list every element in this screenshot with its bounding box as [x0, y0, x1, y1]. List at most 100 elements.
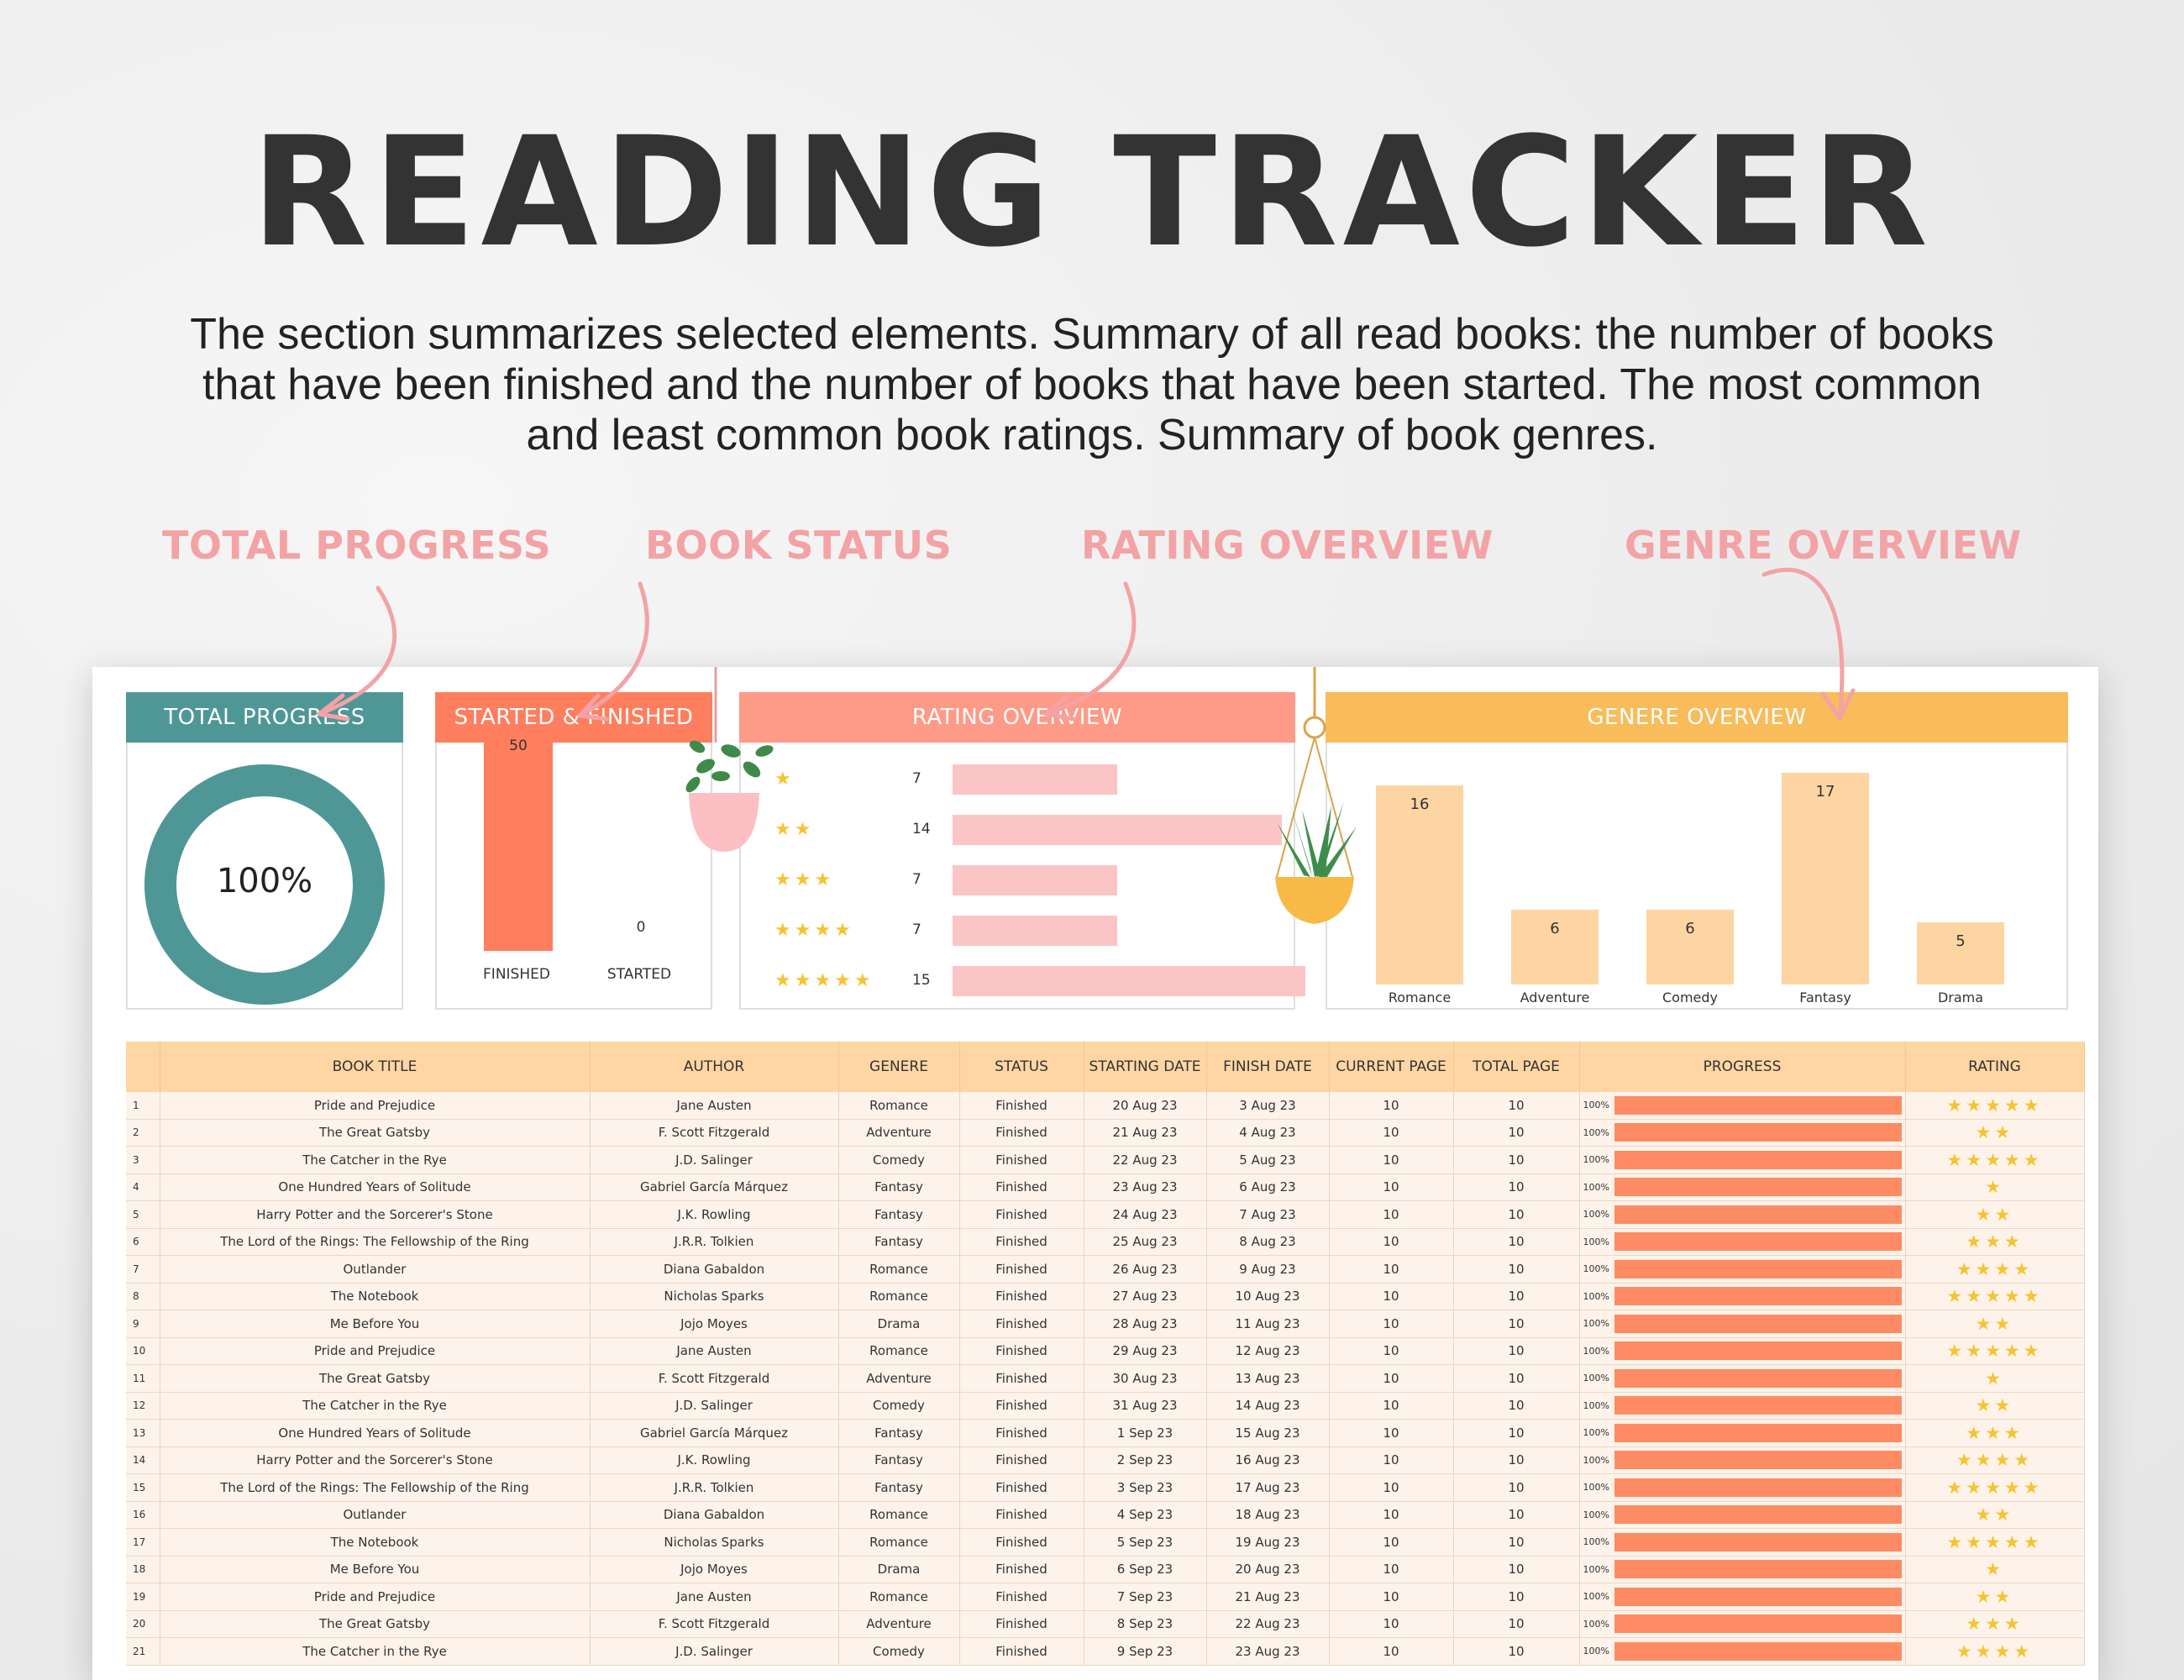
status-cell[interactable]: Finished — [959, 1446, 1084, 1474]
table-row[interactable]: 11 The Great Gatsby F. Scott Fitzgerald Adv… — [126, 1364, 2085, 1393]
status-cell[interactable]: Finished — [959, 1501, 1084, 1529]
current-page-cell[interactable]: 10 — [1329, 1528, 1454, 1557]
author-cell[interactable]: Nicholas Sparks — [590, 1283, 839, 1310]
author-cell[interactable]: Gabriel García Márquez — [590, 1419, 839, 1447]
current-page-cell[interactable]: 10 — [1329, 1392, 1454, 1420]
genre-cell[interactable]: Romance — [838, 1255, 960, 1284]
finish-date-cell[interactable]: 14 Aug 23 — [1206, 1392, 1330, 1420]
author-cell[interactable]: F. Scott Fitzgerald — [590, 1364, 839, 1393]
table-row[interactable]: 17 The Notebook Nicholas Sparks Romance Fini… — [126, 1528, 2085, 1557]
genre-cell[interactable]: Comedy — [838, 1392, 960, 1420]
current-page-cell[interactable]: 10 — [1329, 1337, 1454, 1365]
total-page-cell[interactable]: 10 — [1453, 1337, 1580, 1365]
finish-date-cell[interactable]: 19 Aug 23 — [1206, 1528, 1330, 1557]
status-cell[interactable]: Finished — [959, 1283, 1084, 1310]
genre-cell[interactable]: Romance — [838, 1092, 960, 1120]
start-date-cell[interactable]: 5 Sep 23 — [1084, 1528, 1207, 1557]
book-title-cell[interactable]: The Catcher in the Rye — [160, 1637, 591, 1666]
rating-cell[interactable]: ★★★★ — [1905, 1446, 2085, 1474]
status-cell[interactable]: Finished — [959, 1364, 1084, 1393]
status-cell[interactable]: Finished — [959, 1392, 1084, 1420]
table-row[interactable]: 7 Outlander Diana Gabaldon Romance Finished 2… — [126, 1255, 2085, 1284]
table-row[interactable]: 19 Pride and Prejudice Jane Austen Romance F… — [126, 1583, 2085, 1611]
table-row[interactable]: 1 Pride and Prejudice Jane Austen Romance Fi… — [126, 1092, 2085, 1120]
table-row[interactable]: 2 The Great Gatsby F. Scott Fitzgerald Adve… — [126, 1119, 2085, 1147]
status-cell[interactable]: Finished — [959, 1092, 1084, 1120]
author-cell[interactable]: J.R.R. Tolkien — [590, 1228, 839, 1256]
start-date-cell[interactable]: 29 Aug 23 — [1084, 1337, 1207, 1365]
genre-cell[interactable]: Fantasy — [838, 1228, 960, 1256]
total-page-cell[interactable]: 10 — [1453, 1146, 1580, 1174]
total-page-cell[interactable]: 10 — [1453, 1610, 1580, 1638]
author-cell[interactable]: J.K. Rowling — [590, 1200, 839, 1229]
rating-cell[interactable]: ★★ — [1905, 1392, 2085, 1420]
current-page-cell[interactable]: 10 — [1329, 1473, 1454, 1502]
author-cell[interactable]: Jane Austen — [590, 1337, 839, 1365]
finish-date-cell[interactable]: 6 Aug 23 — [1206, 1173, 1330, 1201]
status-cell[interactable]: Finished — [959, 1473, 1084, 1502]
genre-cell[interactable]: Comedy — [838, 1146, 960, 1174]
genre-cell[interactable]: Fantasy — [838, 1473, 960, 1502]
status-cell[interactable]: Finished — [959, 1556, 1084, 1583]
current-page-cell[interactable]: 10 — [1329, 1092, 1454, 1120]
total-page-cell[interactable]: 10 — [1453, 1364, 1580, 1393]
book-title-cell[interactable]: The Notebook — [160, 1283, 591, 1310]
table-row[interactable]: 12 The Catcher in the Rye J.D. Salinger Com… — [126, 1392, 2085, 1420]
table-row[interactable]: 5 Harry Potter and the Sorcerer's Stone J.… — [126, 1200, 2085, 1229]
column-header[interactable] — [126, 1042, 160, 1092]
column-header[interactable]: CURRENT PAGE — [1329, 1042, 1454, 1092]
table-row[interactable]: 18 Me Before You Jojo Moyes Drama Finished 6 … — [126, 1556, 2085, 1583]
status-cell[interactable]: Finished — [959, 1337, 1084, 1365]
finish-date-cell[interactable]: 18 Aug 23 — [1206, 1501, 1330, 1529]
genre-cell[interactable]: Romance — [838, 1501, 960, 1529]
current-page-cell[interactable]: 10 — [1329, 1146, 1454, 1174]
current-page-cell[interactable]: 10 — [1329, 1283, 1454, 1310]
current-page-cell[interactable]: 10 — [1329, 1173, 1454, 1201]
column-header[interactable]: AUTHOR — [590, 1042, 839, 1092]
status-cell[interactable]: Finished — [959, 1200, 1084, 1229]
author-cell[interactable]: Gabriel García Márquez — [590, 1173, 839, 1201]
status-cell[interactable]: Finished — [959, 1310, 1084, 1338]
current-page-cell[interactable]: 10 — [1329, 1556, 1454, 1583]
book-title-cell[interactable]: Outlander — [160, 1255, 591, 1284]
genre-cell[interactable]: Fantasy — [838, 1419, 960, 1447]
total-page-cell[interactable]: 10 — [1453, 1173, 1580, 1201]
finish-date-cell[interactable]: 10 Aug 23 — [1206, 1283, 1330, 1310]
finish-date-cell[interactable]: 20 Aug 23 — [1206, 1556, 1330, 1583]
book-title-cell[interactable]: The Great Gatsby — [160, 1364, 591, 1393]
genre-cell[interactable]: Adventure — [838, 1119, 960, 1147]
rating-cell[interactable]: ★★★ — [1905, 1610, 2085, 1638]
author-cell[interactable]: Jane Austen — [590, 1092, 839, 1120]
current-page-cell[interactable]: 10 — [1329, 1583, 1454, 1611]
genre-cell[interactable]: Fantasy — [838, 1200, 960, 1229]
genre-cell[interactable]: Romance — [838, 1337, 960, 1365]
table-row[interactable]: 15 The Lord of the Rings: The Fellowship … — [126, 1473, 2085, 1502]
total-page-cell[interactable]: 10 — [1453, 1446, 1580, 1474]
finish-date-cell[interactable]: 21 Aug 23 — [1206, 1583, 1330, 1611]
rating-cell[interactable]: ★★★★ — [1905, 1637, 2085, 1666]
table-row[interactable]: 13 One Hundred Years of Solitude Gabriel G… — [126, 1419, 2085, 1447]
author-cell[interactable]: J.R.R. Tolkien — [590, 1473, 839, 1502]
total-page-cell[interactable]: 10 — [1453, 1092, 1580, 1120]
rating-cell[interactable]: ★★★★★ — [1905, 1092, 2085, 1120]
author-cell[interactable]: Jane Austen — [590, 1583, 839, 1611]
status-cell[interactable]: Finished — [959, 1419, 1084, 1447]
start-date-cell[interactable]: 2 Sep 23 — [1084, 1446, 1207, 1474]
start-date-cell[interactable]: 30 Aug 23 — [1084, 1364, 1207, 1393]
start-date-cell[interactable]: 7 Sep 23 — [1084, 1583, 1207, 1611]
current-page-cell[interactable]: 10 — [1329, 1119, 1454, 1147]
total-page-cell[interactable]: 10 — [1453, 1501, 1580, 1529]
book-title-cell[interactable]: The Catcher in the Rye — [160, 1146, 591, 1174]
book-title-cell[interactable]: One Hundred Years of Solitude — [160, 1173, 591, 1201]
start-date-cell[interactable]: 8 Sep 23 — [1084, 1610, 1207, 1638]
author-cell[interactable]: Nicholas Sparks — [590, 1528, 839, 1557]
book-title-cell[interactable]: Outlander — [160, 1501, 591, 1529]
finish-date-cell[interactable]: 5 Aug 23 — [1206, 1146, 1330, 1174]
rating-cell[interactable]: ★★ — [1905, 1200, 2085, 1229]
current-page-cell[interactable]: 10 — [1329, 1446, 1454, 1474]
book-title-cell[interactable]: Pride and Prejudice — [160, 1092, 591, 1120]
start-date-cell[interactable]: 20 Aug 23 — [1084, 1092, 1207, 1120]
total-page-cell[interactable]: 10 — [1453, 1473, 1580, 1502]
finish-date-cell[interactable]: 9 Aug 23 — [1206, 1255, 1330, 1284]
rating-cell[interactable]: ★ — [1905, 1364, 2085, 1393]
